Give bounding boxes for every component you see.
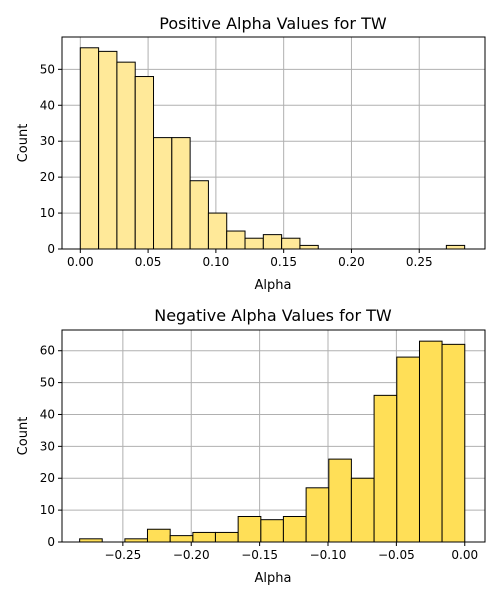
y-axis-label: Count <box>16 417 31 456</box>
histogram-bar <box>244 237 264 250</box>
y-tick-label: 30 <box>40 439 55 453</box>
histogram-bar <box>299 244 319 250</box>
x-tick-label: −0.05 <box>378 548 415 562</box>
histogram-bar <box>134 76 155 250</box>
x-tick-label: −0.15 <box>241 548 278 562</box>
histogram-bar <box>281 237 301 250</box>
y-axis-label: Count <box>16 124 31 163</box>
negative-alpha-histogram: Negative Alpha Values for TW Alpha Count… <box>16 306 486 586</box>
y-tick-label: 40 <box>40 407 55 421</box>
histogram-bar <box>192 531 216 543</box>
histogram-bar <box>189 180 209 250</box>
histogram-bar <box>79 47 100 250</box>
x-tick-label: 0.10 <box>203 255 230 269</box>
positive-alpha-histogram: Positive Alpha Values for TW Alpha Count… <box>16 14 486 293</box>
histogram-bar <box>237 515 262 543</box>
histogram-bar <box>262 234 283 250</box>
x-tick-label: 0.25 <box>406 255 433 269</box>
histogram-bar <box>226 230 246 250</box>
histogram-bar <box>328 458 352 543</box>
chart-title: Negative Alpha Values for TW <box>154 306 392 325</box>
x-tick-label: 0.05 <box>135 255 162 269</box>
x-tick-label: 0.15 <box>270 255 297 269</box>
histogram-bar <box>98 50 118 250</box>
y-tick-label: 10 <box>40 206 55 220</box>
y-tick-label: 0 <box>47 535 55 549</box>
histogram-bar <box>350 477 375 543</box>
y-tick-label: 0 <box>47 242 55 256</box>
x-axis-label: Alpha <box>255 278 292 293</box>
histogram-bar <box>396 356 420 543</box>
histogram-bar <box>441 343 466 543</box>
histogram-bar <box>305 487 330 543</box>
x-tick-label: −0.10 <box>310 548 347 562</box>
y-tick-label: 50 <box>40 62 55 76</box>
x-tick-label: 0.00 <box>67 255 94 269</box>
x-tick-label: −0.20 <box>173 548 210 562</box>
plot-frame <box>61 36 486 250</box>
x-tick-label: −0.25 <box>104 548 141 562</box>
y-tick-label: 40 <box>40 98 55 112</box>
plot-frame <box>61 329 486 543</box>
histogram-bar <box>418 340 443 543</box>
histogram-bar <box>214 531 239 543</box>
histogram-bar <box>171 137 191 250</box>
histogram-bar <box>282 515 307 543</box>
histogram-bar <box>445 244 466 250</box>
histogram-bar <box>153 137 173 250</box>
histogram-bar <box>260 519 284 543</box>
histogram-bar <box>207 212 228 250</box>
x-tick-label: 0.20 <box>338 255 365 269</box>
y-tick-label: 30 <box>40 134 55 148</box>
y-tick-label: 50 <box>40 376 55 390</box>
x-axis-label: Alpha <box>255 571 292 586</box>
y-tick-label: 60 <box>40 344 55 358</box>
histogram-bar <box>116 61 136 250</box>
chart-title: Positive Alpha Values for TW <box>159 14 387 33</box>
y-tick-label: 10 <box>40 503 55 517</box>
histogram-bar <box>169 535 194 543</box>
y-tick-label: 20 <box>40 170 55 184</box>
x-tick-label: 0.00 <box>451 548 478 562</box>
histogram-bar <box>373 394 398 543</box>
y-tick-label: 20 <box>40 471 55 485</box>
histogram-bar <box>146 528 171 543</box>
